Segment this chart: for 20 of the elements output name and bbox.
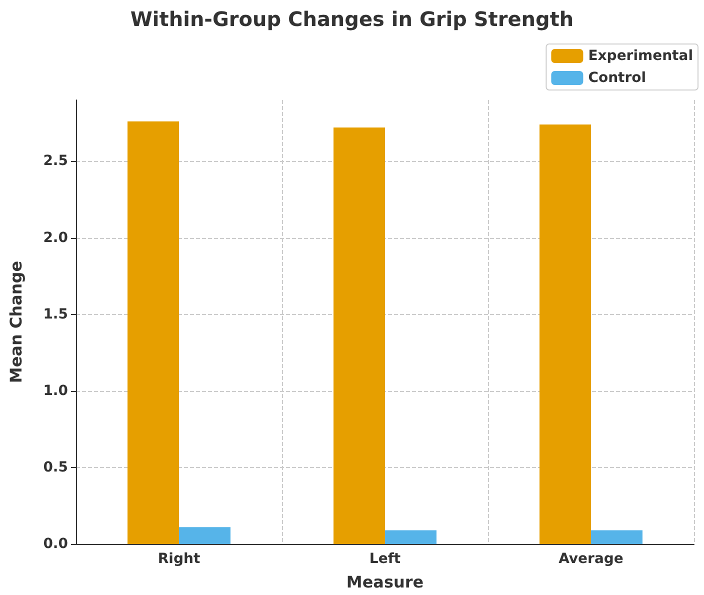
x-tick-label: Left [369, 551, 401, 567]
x-tick-label: Average [558, 551, 624, 567]
bar [540, 124, 591, 544]
x-axis-title: Measure [346, 572, 424, 592]
y-tick-label: 1.5 [43, 306, 68, 322]
legend-label: Experimental [588, 48, 694, 64]
bar [591, 530, 642, 544]
x-tick-label: Right [158, 551, 200, 567]
y-axis-title: Mean Change [6, 260, 26, 384]
bar [385, 530, 436, 544]
y-tick-label: 2.5 [43, 153, 68, 170]
legend-label: Control [588, 70, 646, 86]
bar [128, 121, 179, 544]
y-tick-label: 2.0 [43, 230, 68, 246]
y-tick-label: 0.5 [43, 459, 68, 476]
bar [334, 128, 385, 544]
y-tick-label: 0.0 [43, 536, 68, 552]
chart-title: Within-Group Changes in Grip Strength [130, 7, 574, 31]
y-tick-label: 1.0 [43, 382, 68, 399]
bar [179, 527, 230, 544]
